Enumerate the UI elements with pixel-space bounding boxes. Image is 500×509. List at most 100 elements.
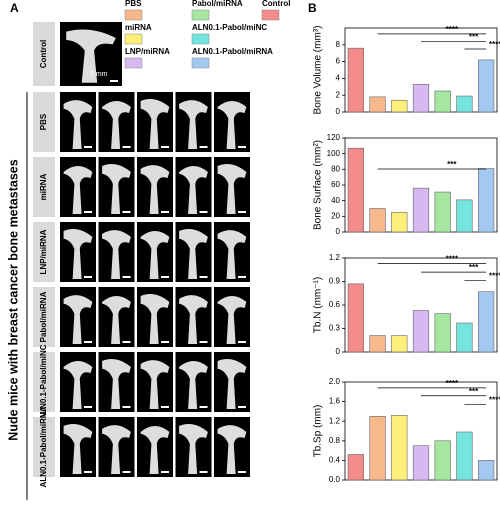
bone	[179, 361, 208, 409]
bone	[63, 361, 93, 409]
y-tick-label: 0.6	[329, 300, 341, 309]
y-tick-label: 0	[336, 107, 341, 116]
scale-bar	[84, 276, 92, 278]
y-tick-label: 0.3	[329, 324, 341, 333]
y-tick-label: 100	[327, 149, 341, 158]
scale-bar	[199, 406, 208, 408]
bone	[217, 101, 247, 149]
sig-label: ****	[446, 255, 459, 264]
row-label: ALN0.1-Pabol/miRNA	[39, 406, 48, 487]
sig-label: ***	[469, 33, 479, 42]
bar	[347, 283, 364, 353]
bar	[412, 445, 430, 481]
bone	[179, 229, 208, 279]
scale-bar	[238, 471, 246, 473]
bone	[217, 296, 247, 344]
row-label: LNP/miRNA	[39, 229, 48, 274]
bone	[63, 295, 93, 344]
scale-bar	[84, 406, 92, 408]
legend-swatch	[191, 9, 210, 21]
bone	[102, 296, 131, 344]
bar	[478, 291, 495, 353]
bone	[66, 29, 116, 83]
bar	[456, 431, 473, 481]
scale-bar	[161, 211, 169, 213]
bar	[434, 90, 451, 113]
scale-bar	[84, 341, 92, 343]
y-tick-label: 0	[336, 227, 341, 236]
bar	[478, 168, 495, 233]
bone	[140, 165, 170, 214]
bar	[456, 95, 473, 113]
scale-bar	[238, 146, 246, 148]
y-tick-label: 2.0	[329, 377, 341, 386]
scale-bar	[122, 341, 131, 343]
side-title: Nude mice with breast cancer bone metast…	[6, 159, 20, 440]
bar	[369, 335, 386, 353]
y-tick-label: 0	[336, 347, 341, 356]
y-tick-label: 2	[336, 90, 341, 99]
y-tick-label: 20	[331, 211, 340, 220]
scale-bar	[122, 406, 131, 408]
bar	[391, 99, 408, 113]
y-tick-label: 0.4	[329, 456, 341, 465]
scale-bar	[161, 406, 169, 408]
y-tick-label: 4	[336, 74, 341, 83]
y-tick-label: 1.6	[329, 397, 341, 406]
y-tick-label: 0.8	[329, 436, 341, 445]
y-tick-label: 120	[327, 133, 341, 142]
scale-label: 2 mm	[90, 71, 108, 78]
bar	[456, 199, 473, 233]
bone	[140, 99, 170, 149]
row-label-box	[33, 417, 55, 477]
sig-label: ****	[446, 25, 459, 34]
legend-swatch	[261, 9, 280, 21]
legend-label: Pabol/miRNA	[192, 0, 243, 8]
row-label-box	[33, 22, 55, 86]
bar	[391, 415, 408, 481]
legend-swatch	[124, 33, 143, 45]
bone	[102, 425, 131, 474]
bar	[456, 322, 473, 353]
bar	[412, 187, 430, 233]
bone	[217, 359, 247, 409]
bar	[412, 310, 430, 353]
row-label: miRNA	[39, 173, 48, 200]
legend-swatch	[124, 57, 143, 69]
y-tick-label: 80	[331, 164, 340, 173]
row-label: Control	[39, 40, 48, 68]
bar	[391, 212, 408, 233]
scale-bar	[199, 211, 208, 213]
y-tick-label: 0.0	[329, 475, 341, 484]
y-tick-label: 8	[336, 40, 341, 49]
scale-bar	[84, 471, 92, 473]
scale-bar	[238, 341, 246, 343]
scale-bar	[199, 146, 208, 148]
scale-bar	[110, 80, 118, 82]
scale-bar	[199, 341, 208, 343]
bar	[434, 440, 451, 481]
sig-label: ****	[489, 40, 500, 49]
scale-bar	[199, 276, 208, 278]
bar	[347, 147, 364, 233]
scale-bar	[122, 211, 131, 213]
bone	[179, 166, 208, 214]
y-axis-label: Tb.N (mm⁻¹)	[313, 277, 324, 333]
row-label-box	[33, 222, 55, 282]
scale-bar	[199, 471, 208, 473]
bar	[478, 59, 495, 113]
legend-swatch	[124, 9, 143, 21]
bone	[217, 164, 247, 214]
legend-label: miRNA	[125, 23, 152, 32]
scale-bar	[84, 211, 92, 213]
bar	[391, 335, 408, 353]
y-axis-label: Bone Volume (mm³)	[313, 26, 324, 115]
y-tick-label: 1.2	[329, 416, 341, 425]
row-label: Pabol/miRNA	[39, 291, 48, 342]
bar	[369, 415, 386, 481]
scale-bar	[161, 341, 169, 343]
bar	[412, 83, 430, 113]
sig-label: ****	[489, 396, 500, 405]
legend-swatch	[191, 33, 210, 45]
